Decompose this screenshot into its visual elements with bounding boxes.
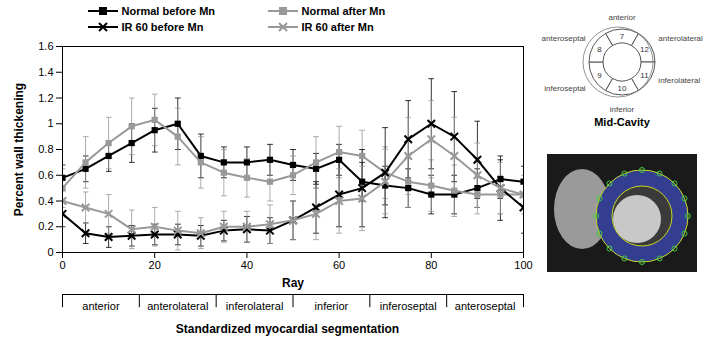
svg-text:10: 10 [618,84,627,93]
html-text:Normal after Mn: Normal after Mn [301,5,386,17]
svg-text:inferoseptal: inferoseptal [544,84,586,93]
svg-text:80: 80 [425,259,437,271]
svg-text:anterior: anterior [82,300,120,312]
svg-text:100: 100 [514,259,532,271]
svg-text:Mid-Cavity: Mid-Cavity [594,116,651,128]
svg-text:8: 8 [597,45,602,54]
svg-text:anterolateral: anterolateral [147,300,208,312]
svg-text:anterolateral: anterolateral [658,34,703,43]
svg-text:inferolateral: inferolateral [658,76,700,85]
svg-text:inferior: inferior [610,105,635,114]
svg-text:11: 11 [640,71,649,80]
svg-text:inferior: inferior [315,300,349,312]
html-text:Standardized myocardial segmen: Standardized myocardial segmentation [175,322,400,336]
svg-text:40: 40 [241,259,253,271]
svg-text:0.2: 0.2 [38,220,53,232]
html-text:IR 60 before Mn: IR 60 before Mn [121,21,204,33]
svg-text:12: 12 [640,45,649,54]
svg-text:anteroseptal: anteroseptal [455,300,516,312]
svg-text:Percent wall thickening: Percent wall thickening [12,83,26,216]
svg-text:1.2: 1.2 [38,92,53,104]
svg-text:anteroseptal: anteroseptal [542,34,586,43]
svg-text:7: 7 [620,32,625,41]
svg-text:0: 0 [59,259,65,271]
svg-text:0: 0 [47,246,53,258]
svg-text:1.4: 1.4 [38,66,53,78]
svg-text:inferoseptal: inferoseptal [380,300,437,312]
svg-text:9: 9 [597,71,602,80]
svg-text:Ray: Ray [282,276,304,290]
svg-text:1: 1 [47,117,53,129]
html-text:Normal before Mn: Normal before Mn [121,5,215,17]
svg-text:0.8: 0.8 [38,143,53,155]
svg-text:20: 20 [149,259,161,271]
svg-text:anterior: anterior [608,13,635,22]
svg-text:1.6: 1.6 [38,40,53,52]
svg-text:inferolateral: inferolateral [226,300,283,312]
svg-text:60: 60 [333,259,345,271]
html-text:IR 60 after Mn: IR 60 after Mn [301,21,374,33]
svg-text:0.6: 0.6 [38,169,53,181]
svg-text:0.4: 0.4 [38,195,53,207]
